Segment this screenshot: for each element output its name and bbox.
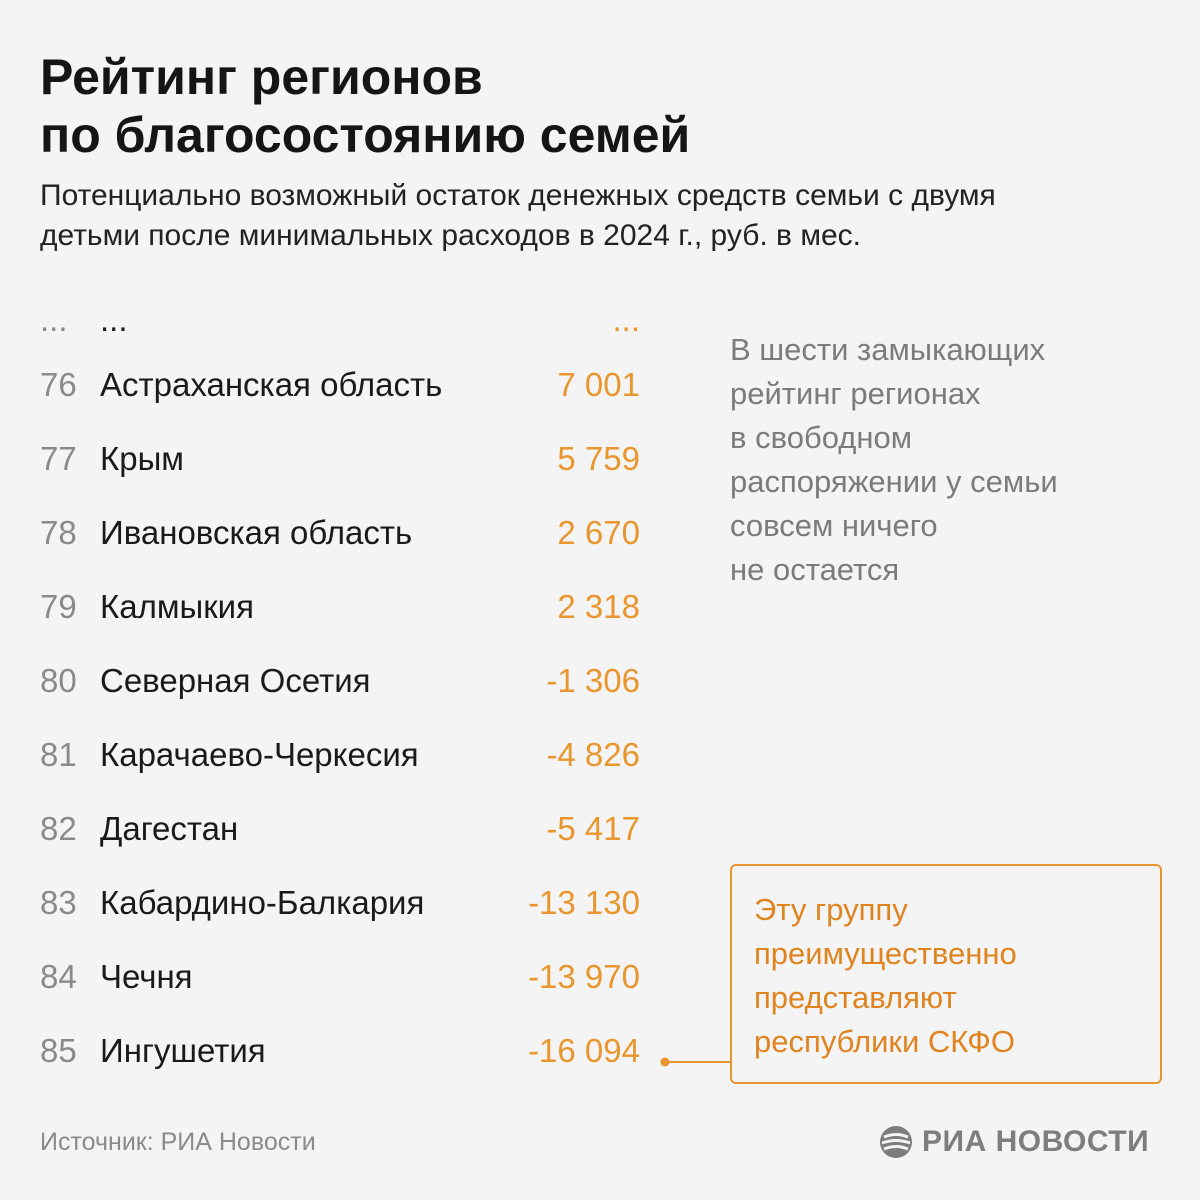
row-value: 2 318 bbox=[557, 588, 640, 625]
row-rank: 78 bbox=[40, 514, 77, 551]
row-rank: 84 bbox=[40, 958, 77, 995]
ellipsis-rank: ... bbox=[40, 301, 68, 338]
table-row: 85 Ингушетия -16 094 bbox=[40, 1014, 650, 1088]
ria-logo: РИА НОВОСТИ bbox=[878, 1122, 1149, 1162]
row-region-name: Калмыкия bbox=[100, 588, 254, 625]
page-subtitle: Потенциально возможный остаток денежных … bbox=[40, 176, 1170, 256]
table-row: 81 Карачаево-Черкесия -4 826 bbox=[40, 718, 650, 792]
note-line: В шести замыкающих bbox=[730, 332, 1046, 367]
row-value: 2 670 bbox=[557, 514, 640, 551]
subtitle-line-1: Потенциально возможный остаток денежных … bbox=[40, 179, 996, 212]
note-line: не остается bbox=[730, 552, 900, 587]
note-line: рейтинг регионах bbox=[730, 376, 981, 411]
row-value: -1 306 bbox=[546, 662, 640, 699]
table-rows: 76 Астраханская область 7 001 77 Крым 5 759 78… bbox=[40, 348, 650, 1088]
row-rank: 77 bbox=[40, 440, 77, 477]
side-note: В шести замыкающих рейтинг регионах в св… bbox=[730, 328, 1150, 592]
table-row: 84 Чечня -13 970 bbox=[40, 940, 650, 1014]
callout-line: преимущественно bbox=[754, 936, 1017, 971]
callout-line: республики СКФО bbox=[754, 1024, 1015, 1059]
source-text: Источник: РИА Новости bbox=[40, 1128, 316, 1156]
callout-box: Эту группу преимущественно представляют … bbox=[730, 864, 1162, 1084]
row-region-name: Крым bbox=[100, 440, 184, 477]
row-value: -13 970 bbox=[528, 958, 640, 995]
row-region-name: Кабардино-Балкария bbox=[100, 884, 425, 921]
row-region-name: Чечня bbox=[100, 958, 193, 995]
table-row: 80 Северная Осетия -1 306 bbox=[40, 644, 650, 718]
title-line-2: по благосостоянию семей bbox=[40, 107, 691, 163]
note-line: в свободном bbox=[730, 420, 913, 455]
ranking-table: ... ... ... 76 Астраханская область 7 001 7… bbox=[40, 300, 650, 1088]
row-rank: 85 bbox=[40, 1032, 77, 1069]
note-line: совсем ничего bbox=[730, 508, 938, 543]
title-line-1: Рейтинг регионов bbox=[40, 49, 483, 105]
note-line: распоряжении у семьи bbox=[730, 464, 1058, 499]
table-row: 78 Ивановская область 2 670 bbox=[40, 496, 650, 570]
row-value: -13 130 bbox=[528, 884, 640, 921]
row-region-name: Дагестан bbox=[100, 810, 239, 847]
row-region-name: Ивановская область bbox=[100, 514, 413, 551]
row-region-name: Астраханская область bbox=[100, 366, 443, 403]
callout-line: Эту группу bbox=[754, 892, 908, 927]
page-title: Рейтинг регионов по благосостоянию семей bbox=[40, 48, 1140, 164]
row-rank: 83 bbox=[40, 884, 77, 921]
row-value: -5 417 bbox=[546, 810, 640, 847]
row-region-name: Ингушетия bbox=[100, 1032, 266, 1069]
row-rank: 81 bbox=[40, 736, 77, 773]
row-rank: 76 bbox=[40, 366, 77, 403]
ellipsis-value: ... bbox=[612, 301, 640, 338]
row-rank: 80 bbox=[40, 662, 77, 699]
ellipsis-row: ... ... ... bbox=[40, 300, 650, 348]
callout-connector bbox=[660, 1057, 732, 1067]
table-row: 76 Астраханская область 7 001 bbox=[40, 348, 650, 422]
row-value: -4 826 bbox=[546, 736, 640, 773]
callout-line: представляют bbox=[754, 980, 957, 1015]
row-rank: 79 bbox=[40, 588, 77, 625]
table-row: 83 Кабардино-Балкария -13 130 bbox=[40, 866, 650, 940]
table-row: 77 Крым 5 759 bbox=[40, 422, 650, 496]
table-row: 79 Калмыкия 2 318 bbox=[40, 570, 650, 644]
subtitle-line-2: детьми после минимальных расходов в 2024… bbox=[40, 219, 861, 252]
row-rank: 82 bbox=[40, 810, 77, 847]
row-value: 5 759 bbox=[557, 440, 640, 477]
row-value: 7 001 bbox=[557, 366, 640, 403]
row-value: -16 094 bbox=[528, 1032, 640, 1069]
row-region-name: Карачаево-Черкесия bbox=[100, 736, 419, 773]
ria-logo-icon bbox=[880, 1126, 912, 1158]
table-row: 82 Дагестан -5 417 bbox=[40, 792, 650, 866]
ria-logo-text: РИА НОВОСТИ bbox=[922, 1125, 1150, 1158]
ellipsis-name: ... bbox=[100, 301, 128, 338]
row-region-name: Северная Осетия bbox=[100, 662, 371, 699]
